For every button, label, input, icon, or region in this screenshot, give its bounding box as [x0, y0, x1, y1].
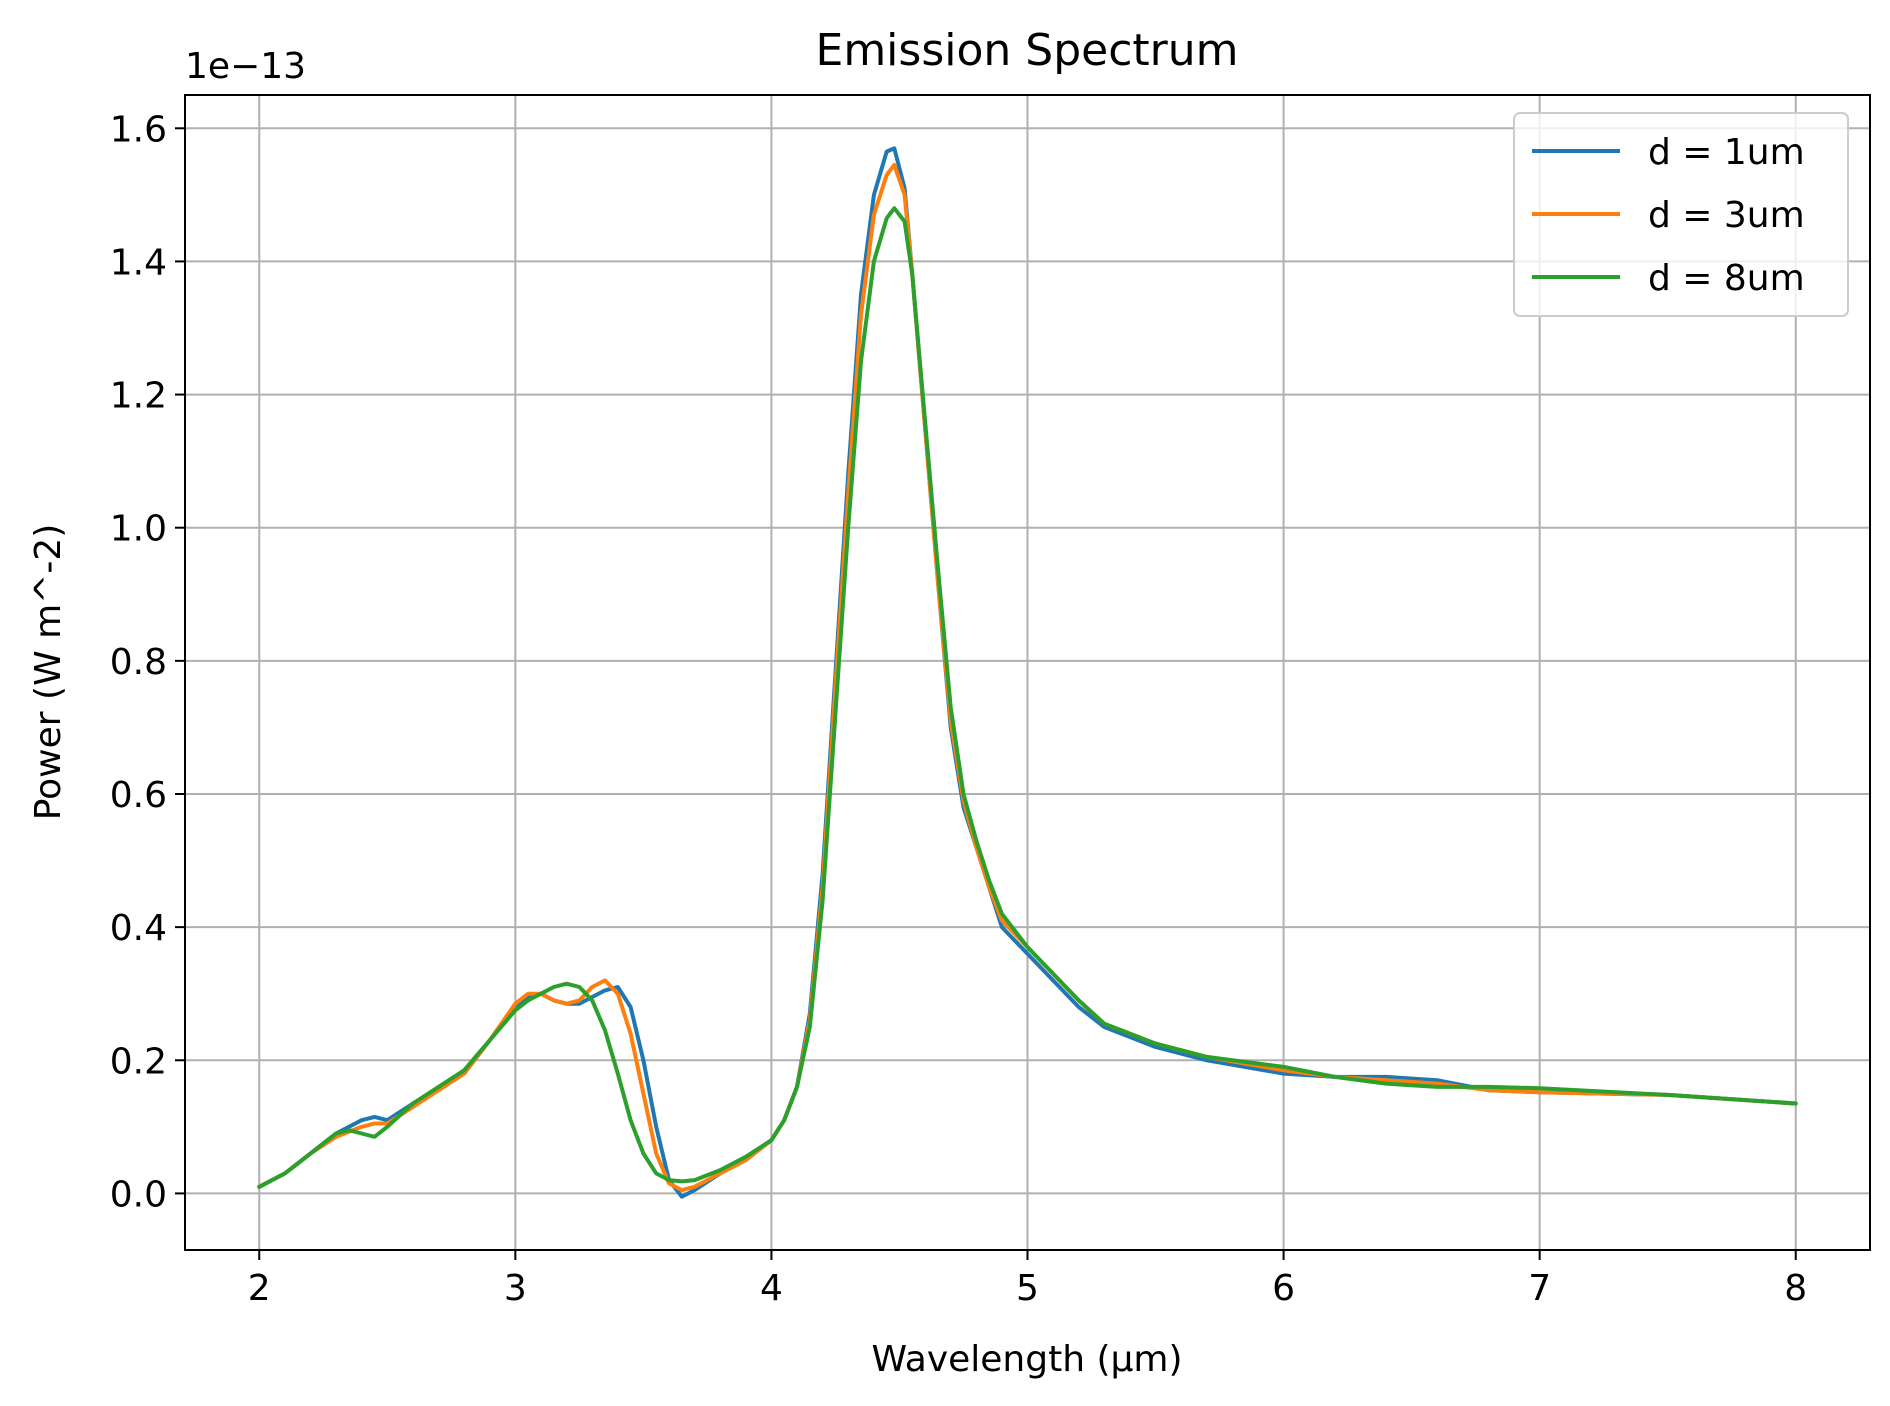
- x-tick-label: 3: [504, 1268, 527, 1309]
- x-tick-label: 4: [760, 1268, 783, 1309]
- y-axis-label: Power (W m^-2): [28, 524, 69, 821]
- legend-label-2: d = 3um: [1648, 195, 1805, 236]
- x-axis-label: Wavelength (µm): [871, 1339, 1182, 1380]
- y-tick-label: 0.2: [110, 1041, 167, 1082]
- y-tick-label: 0.6: [110, 775, 167, 816]
- y-tick-label: 0.0: [110, 1174, 167, 1215]
- chart-title: Emission Spectrum: [816, 25, 1239, 76]
- y-axis-ticks: 0.0 0.2 0.4 0.6 0.8 1.0 1.2 1.4 1.6: [110, 109, 185, 1215]
- x-tick-label: 5: [1016, 1268, 1039, 1309]
- x-tick-label: 6: [1272, 1268, 1295, 1309]
- legend-box: [1513, 112, 1849, 317]
- legend-label-1: d = 1um: [1648, 132, 1805, 173]
- y-tick-label: 0.4: [110, 908, 167, 949]
- y-tick-label: 0.8: [110, 642, 167, 683]
- legend: d = 1um d = 3um d = 8um: [1513, 112, 1849, 317]
- x-tick-label: 2: [248, 1268, 271, 1309]
- legend-label-3: d = 8um: [1648, 258, 1805, 299]
- y-tick-label: 1.4: [110, 242, 167, 283]
- x-tick-label: 7: [1528, 1268, 1551, 1309]
- y-tick-label: 1.2: [110, 376, 167, 417]
- legend-entries: d = 1um d = 3um d = 8um: [1532, 132, 1805, 299]
- y-tick-label: 1.6: [110, 109, 167, 150]
- x-axis-ticks: 2 3 4 5 6 7 8: [248, 1250, 1807, 1309]
- series-lines: [257, 146, 1798, 1199]
- series-line-3: [257, 206, 1798, 1189]
- x-tick-label: 8: [1784, 1268, 1807, 1309]
- y-offset-text: 1e−13: [185, 46, 306, 87]
- y-tick-label: 1.0: [110, 509, 167, 550]
